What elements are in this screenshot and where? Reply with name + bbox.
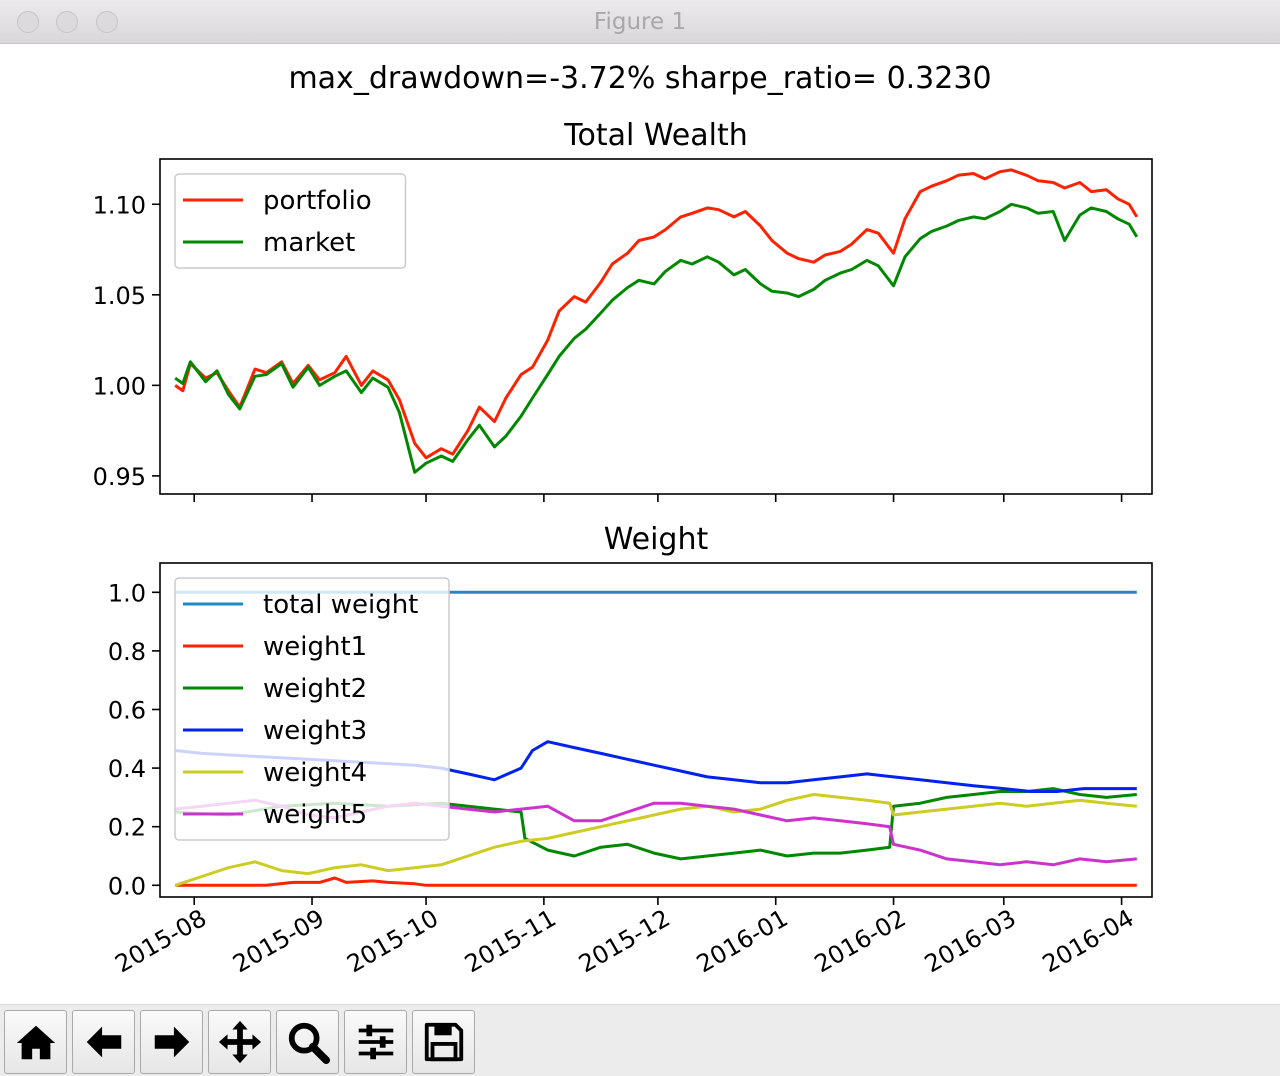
series-line-portfolio	[174, 168, 1139, 460]
figure-suptitle: max_drawdown=-3.72% sharpe_ratio= 0.3230	[288, 61, 991, 96]
navigation-toolbar	[0, 1004, 1280, 1076]
pan-icon	[218, 1020, 261, 1064]
save-icon	[424, 1022, 463, 1062]
back-button[interactable]	[72, 1010, 135, 1074]
legend-label: weight4	[263, 758, 367, 788]
zoom-window-button[interactable]	[96, 11, 118, 33]
x-tick-label: 2016-03	[920, 904, 1021, 978]
subplots-icon	[358, 1024, 393, 1060]
figure-canvas[interactable]: max_drawdown=-3.72% sharpe_ratio= 0.3230…	[0, 44, 1280, 1004]
y-tick-label: 1.00	[93, 372, 146, 400]
y-tick-label: 0.8	[108, 638, 146, 666]
y-tick-label: 0.6	[108, 696, 146, 724]
legend-label: market	[263, 228, 355, 258]
window-titlebar: Figure 1	[0, 0, 1280, 44]
x-tick-label: 2015-08	[110, 904, 211, 978]
total-wealth-axes[interactable]: Total Wealth 0.95 1.00 1.05 1.10 portfolio mar…	[93, 118, 1153, 502]
legend-label: weight1	[263, 632, 367, 662]
series-line-weight2	[175, 787, 1137, 861]
axes-title: Total Wealth	[563, 118, 747, 153]
window-title: Figure 1	[593, 9, 687, 35]
home-icon	[16, 1025, 55, 1060]
close-window-button[interactable]	[17, 11, 39, 33]
legend-label: weight2	[263, 674, 367, 704]
legend-box	[174, 577, 450, 841]
y-tick-label: 1.10	[93, 191, 146, 219]
forward-arrow-icon	[154, 1026, 189, 1058]
x-tick-label: 2015-11	[460, 904, 561, 978]
x-tick-label: 2016-01	[692, 904, 793, 978]
x-tick-label: 2015-09	[228, 904, 329, 978]
axes-title: Weight	[604, 522, 709, 557]
home-button[interactable]	[4, 1010, 67, 1074]
axes-frame	[159, 562, 1153, 898]
x-tick-label: 2015-12	[574, 904, 675, 978]
axes-frame	[159, 158, 1153, 495]
y-tick-label: 1.0	[108, 579, 146, 607]
x-tick-label: 2015-10	[342, 904, 443, 978]
legend: total weight weight1 weight2 weight3 weight4…	[174, 577, 450, 841]
zoom-button[interactable]	[276, 1010, 339, 1074]
series-line-market	[174, 202, 1139, 474]
legend-label: weight3	[263, 716, 367, 746]
legend: portfolio market	[174, 173, 407, 269]
minimize-window-button[interactable]	[56, 11, 78, 33]
y-tick-label: 0.0	[108, 872, 146, 900]
save-button[interactable]	[412, 1010, 475, 1074]
y-tick-label: 1.05	[93, 282, 146, 310]
configure-subplots-button[interactable]	[344, 1010, 407, 1074]
series-line-weight1	[175, 876, 1137, 887]
x-tick-label: 2016-04	[1038, 904, 1139, 978]
back-arrow-icon	[86, 1026, 121, 1058]
y-tick-label: 0.4	[108, 755, 146, 783]
series-line-weight4	[174, 793, 1137, 887]
legend-label: weight5	[263, 800, 367, 830]
forward-button[interactable]	[140, 1010, 203, 1074]
x-tick-label: 2016-02	[810, 904, 911, 978]
y-tick-label: 0.95	[93, 463, 146, 491]
legend-label: total weight	[263, 590, 418, 620]
pan-button[interactable]	[208, 1010, 271, 1074]
y-tick-label: 0.2	[108, 814, 146, 842]
legend-box	[174, 173, 407, 269]
zoom-icon	[288, 1022, 330, 1065]
legend-label: portfolio	[263, 186, 372, 216]
